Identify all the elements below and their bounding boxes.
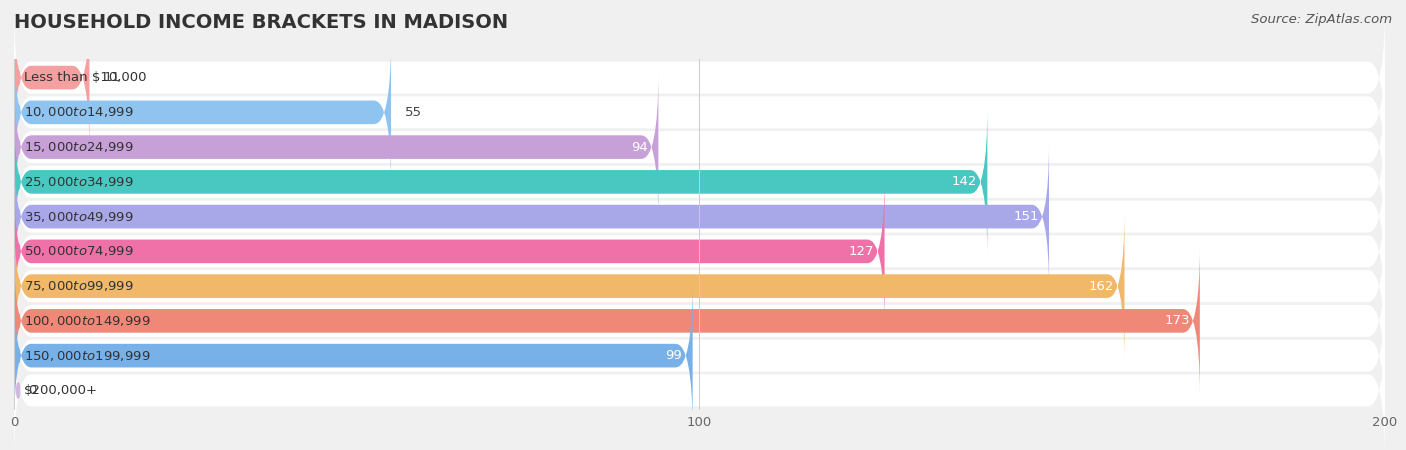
Text: $50,000 to $74,999: $50,000 to $74,999: [24, 244, 134, 258]
Text: 99: 99: [665, 349, 682, 362]
FancyBboxPatch shape: [14, 111, 1385, 253]
Circle shape: [17, 105, 20, 120]
FancyBboxPatch shape: [14, 107, 987, 257]
FancyBboxPatch shape: [14, 76, 1385, 218]
Text: $35,000 to $49,999: $35,000 to $49,999: [24, 210, 134, 224]
Circle shape: [17, 140, 20, 155]
FancyBboxPatch shape: [14, 215, 1385, 357]
Circle shape: [17, 244, 20, 259]
FancyBboxPatch shape: [14, 250, 1385, 392]
FancyBboxPatch shape: [14, 211, 1125, 361]
FancyBboxPatch shape: [14, 280, 693, 431]
FancyBboxPatch shape: [14, 7, 1385, 148]
Text: 173: 173: [1164, 315, 1189, 328]
Text: 11: 11: [103, 71, 120, 84]
FancyBboxPatch shape: [14, 285, 1385, 427]
Text: 55: 55: [405, 106, 422, 119]
Text: $75,000 to $99,999: $75,000 to $99,999: [24, 279, 134, 293]
FancyBboxPatch shape: [14, 142, 1049, 292]
Text: Source: ZipAtlas.com: Source: ZipAtlas.com: [1251, 14, 1392, 27]
Circle shape: [17, 209, 20, 224]
Text: 162: 162: [1088, 279, 1114, 292]
FancyBboxPatch shape: [14, 146, 1385, 288]
Text: $100,000 to $149,999: $100,000 to $149,999: [24, 314, 150, 328]
Circle shape: [17, 383, 20, 398]
FancyBboxPatch shape: [14, 72, 658, 222]
Text: 127: 127: [849, 245, 875, 258]
Circle shape: [17, 313, 20, 328]
FancyBboxPatch shape: [14, 176, 884, 326]
Circle shape: [17, 174, 20, 189]
FancyBboxPatch shape: [14, 320, 1385, 450]
Text: 142: 142: [952, 176, 977, 189]
Circle shape: [17, 70, 20, 85]
FancyBboxPatch shape: [14, 246, 1199, 396]
Circle shape: [17, 279, 20, 294]
Text: $150,000 to $199,999: $150,000 to $199,999: [24, 349, 150, 363]
Text: 151: 151: [1014, 210, 1039, 223]
Text: $25,000 to $34,999: $25,000 to $34,999: [24, 175, 134, 189]
Text: 94: 94: [631, 140, 648, 153]
Text: $10,000 to $14,999: $10,000 to $14,999: [24, 105, 134, 119]
Text: 0: 0: [28, 384, 37, 397]
Text: $200,000+: $200,000+: [24, 384, 98, 397]
Text: Less than $10,000: Less than $10,000: [24, 71, 146, 84]
Text: HOUSEHOLD INCOME BRACKETS IN MADISON: HOUSEHOLD INCOME BRACKETS IN MADISON: [14, 14, 508, 32]
FancyBboxPatch shape: [14, 3, 90, 153]
FancyBboxPatch shape: [14, 41, 1385, 183]
Circle shape: [17, 348, 20, 363]
Text: $15,000 to $24,999: $15,000 to $24,999: [24, 140, 134, 154]
FancyBboxPatch shape: [14, 37, 391, 188]
FancyBboxPatch shape: [14, 180, 1385, 322]
